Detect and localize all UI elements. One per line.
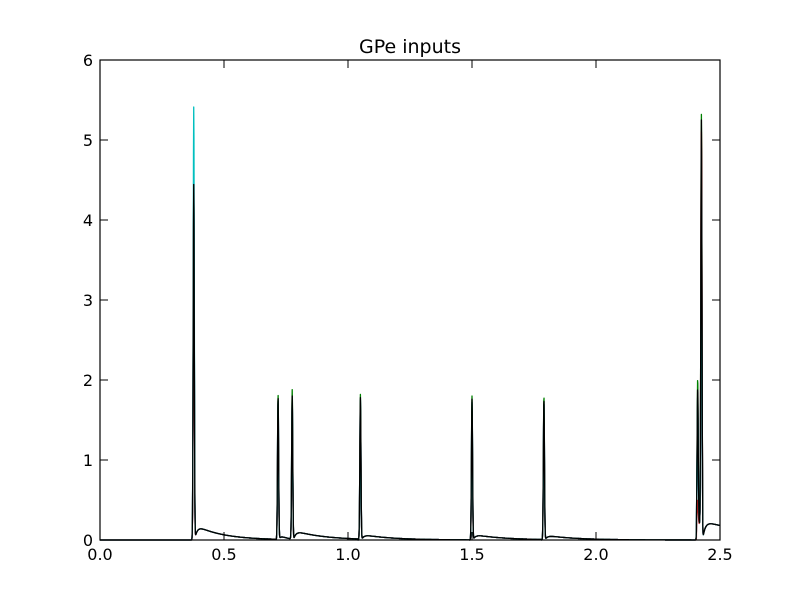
y-tick-label: 2 (83, 371, 93, 390)
y-tick-label: 3 (83, 291, 93, 310)
y-tick-label: 4 (83, 211, 93, 230)
x-tick-label: 2.5 (707, 545, 732, 564)
x-tick-label: 0.5 (211, 545, 236, 564)
x-tick-label: 1.0 (335, 545, 360, 564)
y-tick-label: 5 (83, 131, 93, 150)
y-tick-label: 1 (83, 451, 93, 470)
axis-ticks: 0.0 0.5 1.0 1.5 2.0 2.5 0 1 2 3 4 5 6 (83, 51, 733, 564)
x-tick-label: 2.0 (583, 545, 608, 564)
x-tick-label: 1.5 (459, 545, 484, 564)
chart-title: GPe inputs (359, 36, 461, 58)
y-tick-label: 6 (83, 51, 93, 70)
y-tick-label: 0 (83, 531, 93, 550)
x-tick-label: 0.0 (87, 545, 112, 564)
